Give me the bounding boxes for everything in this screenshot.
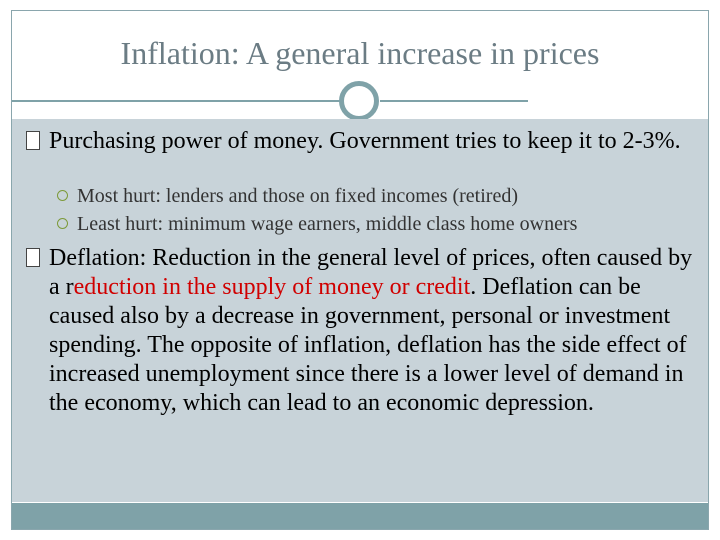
divider-ring-icon [339,81,379,121]
subitem-least-hurt: Least hurt: minimum wage earners, middle… [57,212,707,236]
circle-bullet-icon [57,218,68,229]
bullet-deflation: Deflation: Reduction in the general leve… [26,244,706,418]
bullet-text: Deflation: Reduction in the general leve… [26,244,706,418]
footer-bar [12,503,708,529]
slide-title: Inflation: A general increase in prices [120,35,600,71]
deflation-highlight: eduction in the supply of money or credi… [73,274,471,300]
square-bullet-icon [26,131,40,150]
subitem-most-hurt: Most hurt: lenders and those on fixed in… [57,184,707,208]
bullet-text: Purchasing power of money. Government tr… [49,128,681,154]
bullet-purchasing-power: Purchasing power of money. Government tr… [26,127,706,156]
deflation-text-start: Deflation: Reduction in the general leve… [49,245,693,300]
circle-bullet-icon [57,190,68,201]
subitem-text: Least hurt: minimum wage earners, middle… [77,213,578,235]
subitem-text: Most hurt: lenders and those on fixed in… [77,185,518,207]
deflation-text-end: . Deflation can be caused also by a decr… [49,274,687,416]
title-divider-right [380,100,528,102]
square-bullet-icon [26,248,40,267]
title-divider-left [12,100,342,102]
content-area [12,119,708,502]
